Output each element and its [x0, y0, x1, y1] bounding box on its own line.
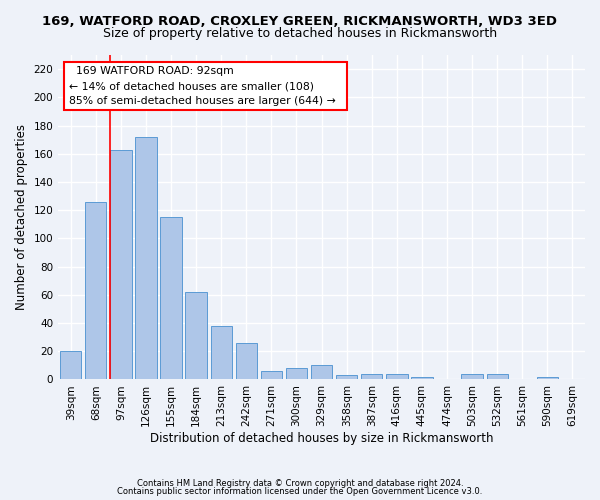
Bar: [185, 292, 207, 380]
Bar: [136, 137, 157, 380]
Bar: [286, 368, 307, 380]
Text: 169, WATFORD ROAD, CROXLEY GREEN, RICKMANSWORTH, WD3 3ED: 169, WATFORD ROAD, CROXLEY GREEN, RICKMA…: [43, 15, 557, 28]
Bar: [487, 374, 508, 380]
Y-axis label: Number of detached properties: Number of detached properties: [15, 124, 28, 310]
Bar: [236, 343, 257, 380]
Bar: [461, 374, 483, 380]
Text: Size of property relative to detached houses in Rickmansworth: Size of property relative to detached ho…: [103, 28, 497, 40]
Bar: [311, 366, 332, 380]
Bar: [60, 351, 82, 380]
Bar: [85, 202, 106, 380]
Bar: [386, 374, 407, 380]
X-axis label: Distribution of detached houses by size in Rickmansworth: Distribution of detached houses by size …: [150, 432, 493, 445]
Bar: [261, 371, 282, 380]
Text: 169 WATFORD ROAD: 92sqm
← 14% of detached houses are smaller (108)
85% of semi-d: 169 WATFORD ROAD: 92sqm ← 14% of detache…: [69, 66, 343, 106]
Bar: [160, 217, 182, 380]
Text: Contains public sector information licensed under the Open Government Licence v3: Contains public sector information licen…: [118, 487, 482, 496]
Bar: [336, 375, 358, 380]
Bar: [537, 376, 558, 380]
Bar: [411, 376, 433, 380]
Text: Contains HM Land Registry data © Crown copyright and database right 2024.: Contains HM Land Registry data © Crown c…: [137, 478, 463, 488]
Bar: [361, 374, 382, 380]
Bar: [211, 326, 232, 380]
Bar: [110, 150, 131, 380]
